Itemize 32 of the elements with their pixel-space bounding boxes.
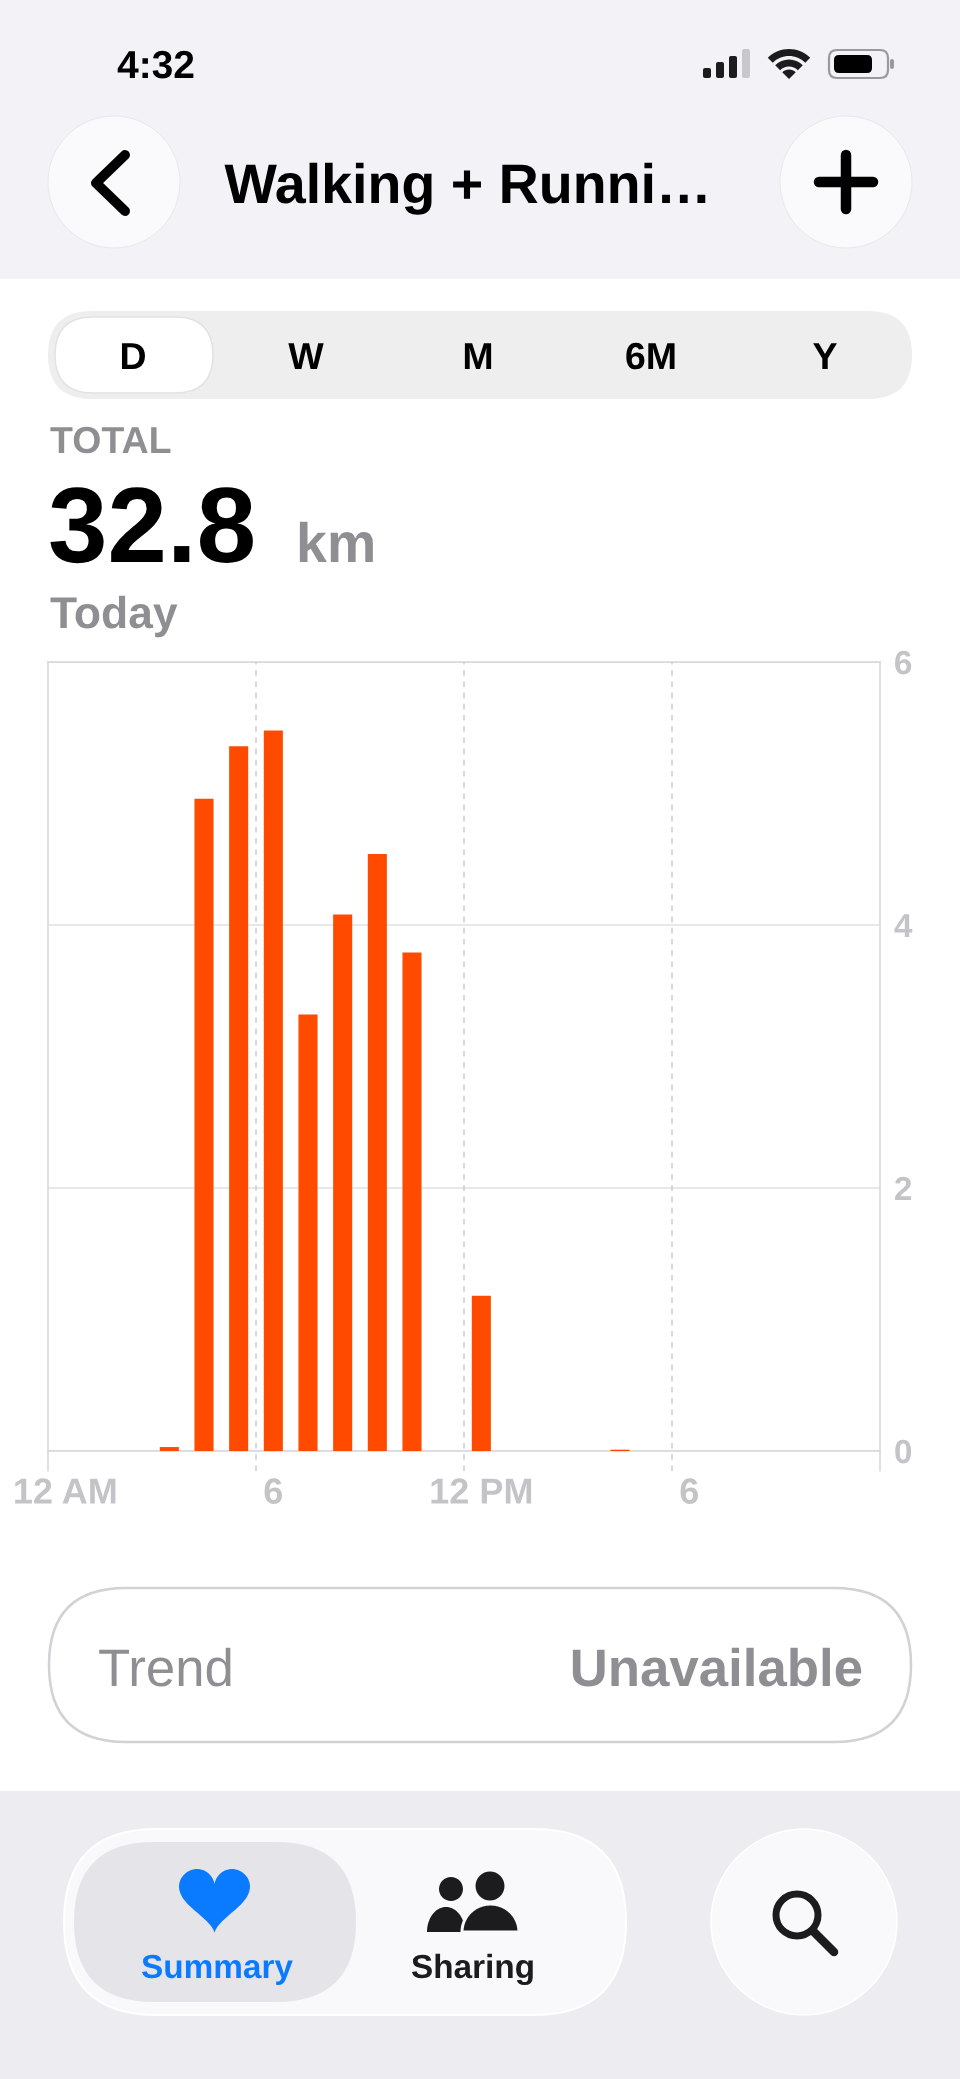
x-tick-label: 6 <box>680 1478 699 1504</box>
y-tick-label: 2 <box>895 1176 912 1201</box>
text: Sharing <box>411 1953 533 1986</box>
y-tick-label: 4 <box>894 914 913 938</box>
bar <box>471 1295 491 1451</box>
text: TOTAL <box>50 426 171 454</box>
text: 6M <box>626 342 675 370</box>
text: W <box>288 343 324 369</box>
bar <box>229 746 249 1451</box>
bar <box>159 1447 179 1451</box>
bar <box>263 730 283 1451</box>
bar <box>402 952 422 1451</box>
text: Unavailable <box>572 1647 862 1687</box>
text: 4:32 <box>117 50 194 79</box>
text: M <box>464 343 492 369</box>
x-tick-label: 12 AM <box>15 1478 116 1504</box>
text: D <box>121 343 145 369</box>
bar <box>194 798 214 1451</box>
text: 32.8 <box>50 487 253 564</box>
text: km <box>299 521 373 562</box>
y-tick-label: 0 <box>895 1439 912 1464</box>
y-tick-label: 6 <box>895 650 912 675</box>
bar <box>298 1014 318 1451</box>
text: Y <box>813 343 837 369</box>
bar <box>367 853 387 1451</box>
text: Summary <box>142 1954 293 1985</box>
bar <box>333 914 353 1451</box>
x-tick-label: 12 PM <box>431 1478 532 1504</box>
text: Today <box>50 595 178 638</box>
x-tick-label: 6 <box>264 1478 283 1504</box>
text: Trend <box>99 1647 231 1687</box>
chart-title: Walking + Runni… <box>224 162 706 215</box>
